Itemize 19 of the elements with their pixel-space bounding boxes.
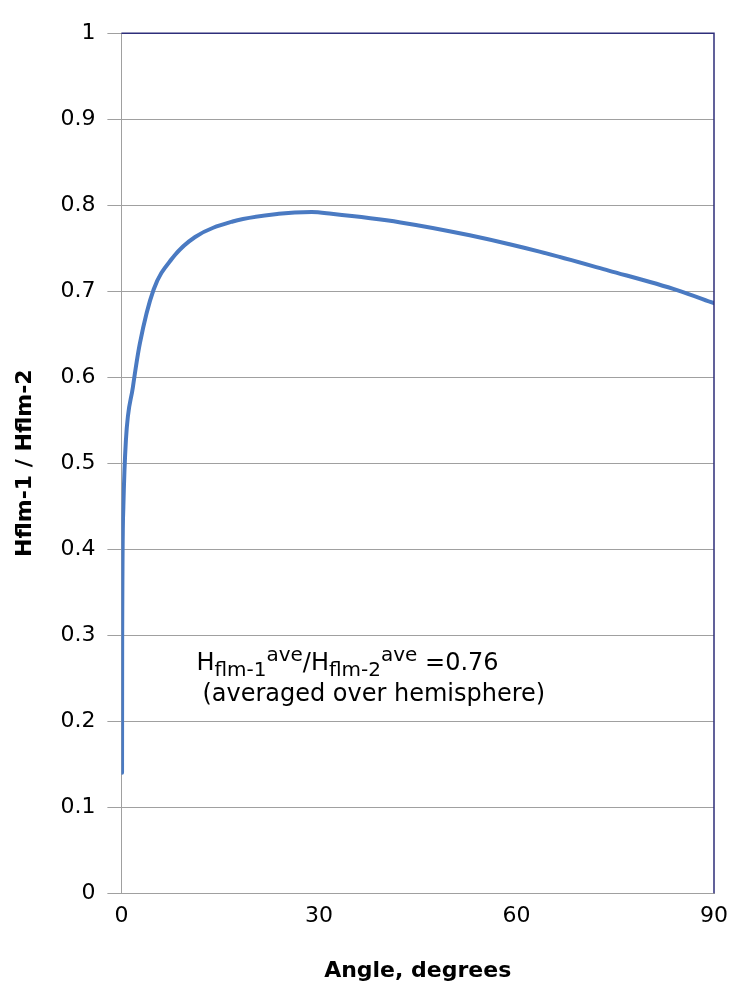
y-tick-label: 0.5 <box>60 448 96 474</box>
y-tick-label: 0.2 <box>60 706 96 732</box>
y-tick-label: 0.8 <box>60 190 96 216</box>
x-tick-label: 90 <box>700 902 728 928</box>
x-tick-label: 60 <box>502 902 531 928</box>
y-tick-label: 0.9 <box>60 104 96 130</box>
x-axis-title: Angle, degrees <box>324 956 512 982</box>
x-tick-label: 30 <box>304 902 333 928</box>
y-tick-label: 0 <box>81 878 96 904</box>
y-tick-label: 0.7 <box>60 276 96 302</box>
x-tick-label: 0 <box>114 902 129 928</box>
annotation: H$_{flm-1}$$^{ave}$/H$_{flm-2}$$^{ave}$ =0.76 <box>196 642 500 681</box>
y-axis-title: Hflm-1 / Hflm-2 <box>10 369 36 557</box>
y-tick-label: 1 <box>81 18 96 44</box>
y-tick-label: 0.4 <box>60 534 96 560</box>
annotation: (averaged over hemisphere) <box>201 678 546 707</box>
y-tick-label: 0.1 <box>60 792 96 818</box>
y-tick-label: 0.3 <box>60 620 96 646</box>
y-tick-label: 0.6 <box>60 362 96 388</box>
